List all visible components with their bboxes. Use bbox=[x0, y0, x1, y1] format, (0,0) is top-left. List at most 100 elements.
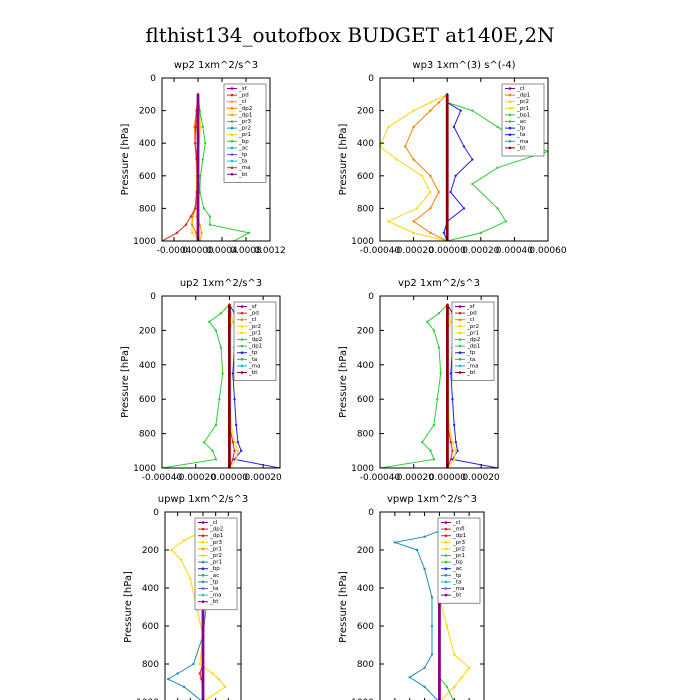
legend-label: _dp1 bbox=[452, 533, 466, 539]
legend-label: _pr1 bbox=[209, 546, 222, 552]
legend-marker bbox=[230, 133, 234, 136]
data-point bbox=[423, 535, 426, 538]
legend-label: _pr1 bbox=[238, 132, 251, 138]
data-point bbox=[423, 567, 426, 571]
data-point bbox=[462, 207, 466, 210]
y-tick-label: 200 bbox=[357, 546, 374, 556]
legend-label: _cl bbox=[452, 520, 461, 526]
y-axis-label: Pressure [hPa] bbox=[120, 124, 131, 196]
legend-marker bbox=[508, 126, 512, 130]
y-tick-label: 600 bbox=[139, 395, 156, 405]
legend-marker bbox=[458, 311, 462, 315]
plot-frame bbox=[161, 295, 281, 469]
legend-marker bbox=[230, 87, 234, 90]
legend-label: _dp2 bbox=[238, 106, 252, 112]
legend-label: _cl bbox=[466, 317, 475, 323]
legend-label: _dp1 bbox=[516, 93, 530, 99]
legend-label: _ma bbox=[452, 586, 464, 592]
chart-panel-2: wp3 1xm^(3) s^(-4) Pressure [hPa] 0 200 400 6… bbox=[338, 60, 567, 256]
data-point bbox=[412, 109, 415, 112]
data-point bbox=[190, 231, 194, 235]
legend-label: _dp2 bbox=[248, 337, 262, 343]
legend-marker bbox=[230, 113, 234, 117]
plot-frame bbox=[379, 295, 499, 469]
legend-label: _dp2 bbox=[466, 337, 480, 343]
data-point bbox=[437, 101, 440, 104]
y-tick-label: 800 bbox=[357, 204, 374, 214]
legend-label: _tp bbox=[248, 350, 258, 356]
legend-label: _pr3 bbox=[452, 540, 466, 546]
x-tick-label: 0.00000 bbox=[429, 246, 466, 256]
legend-marker bbox=[240, 331, 244, 335]
y-tick-label: 400 bbox=[357, 584, 374, 594]
data-point bbox=[432, 458, 436, 461]
data-point bbox=[198, 662, 202, 666]
data-point bbox=[387, 220, 390, 223]
data-point bbox=[214, 458, 218, 461]
legend-label: _ma bbox=[248, 363, 260, 369]
legend-label: _pr1 bbox=[452, 553, 465, 559]
legend-label: _ta bbox=[516, 132, 525, 138]
legend-marker bbox=[508, 146, 512, 150]
panel-title: wp3 1xm^(3) s^(-4) bbox=[412, 60, 515, 71]
y-tick-label: 1000 bbox=[351, 464, 374, 474]
legend-label: _mfl bbox=[452, 527, 465, 533]
data-point bbox=[437, 346, 441, 349]
legend-label: _bt bbox=[452, 593, 462, 599]
legend-label: _pr2 bbox=[466, 324, 479, 330]
legend-marker bbox=[508, 87, 512, 90]
data-point bbox=[221, 372, 224, 375]
data-point bbox=[504, 220, 508, 223]
data-point bbox=[471, 109, 474, 112]
legend-marker bbox=[240, 364, 244, 368]
data-point bbox=[430, 596, 434, 599]
x-tick-label: 0.0012 bbox=[254, 246, 286, 256]
legend-label: _ac bbox=[238, 145, 248, 151]
legend-marker bbox=[458, 344, 462, 348]
legend-marker bbox=[230, 93, 234, 97]
legend-label: _tp bbox=[452, 573, 462, 579]
y-tick-label: 600 bbox=[357, 622, 374, 632]
data-point bbox=[412, 220, 415, 223]
data-point bbox=[449, 190, 452, 194]
legend-marker bbox=[201, 527, 205, 531]
legend-marker bbox=[508, 107, 512, 110]
data-point bbox=[170, 548, 173, 552]
legend-label: _dp1 bbox=[209, 533, 223, 539]
x-tick-label: -0.00040 bbox=[360, 246, 401, 256]
legend-marker bbox=[508, 133, 512, 136]
legend-label: _bp bbox=[452, 560, 463, 566]
data-point bbox=[211, 672, 214, 675]
y-tick-label: 600 bbox=[357, 395, 374, 405]
data-point bbox=[412, 125, 415, 129]
data-point bbox=[231, 441, 234, 444]
legend-marker bbox=[458, 364, 462, 368]
data-point bbox=[429, 449, 432, 452]
data-point bbox=[247, 231, 251, 235]
y-tick-label: 0 bbox=[368, 508, 374, 518]
legend-marker bbox=[230, 146, 234, 150]
legend-label: _bt bbox=[248, 370, 258, 376]
y-tick-label: 400 bbox=[142, 584, 159, 594]
data-point bbox=[218, 398, 221, 401]
data-point bbox=[415, 548, 419, 552]
legend-marker bbox=[444, 560, 448, 564]
data-point bbox=[199, 174, 202, 177]
legend-marker bbox=[444, 547, 448, 551]
y-tick-label: 800 bbox=[139, 430, 156, 440]
data-point bbox=[449, 441, 452, 444]
data-point bbox=[429, 109, 432, 112]
legend-marker bbox=[240, 338, 244, 341]
legend-marker bbox=[458, 325, 462, 328]
legend-label: _pr2 bbox=[248, 324, 261, 330]
chart-panel-4: vp2 1xm^2/s^3 Pressure [hPa] 0 200 400 600 800… bbox=[338, 278, 500, 483]
legend-marker bbox=[444, 534, 448, 537]
data-point bbox=[432, 329, 436, 332]
data-point bbox=[193, 207, 197, 210]
legend-label: _pd bbox=[466, 311, 477, 317]
data-point bbox=[200, 231, 203, 235]
legend-label: _ma bbox=[209, 593, 221, 599]
data-point bbox=[208, 215, 212, 218]
legend-marker bbox=[240, 311, 244, 315]
legend-label: _dp1 bbox=[248, 344, 262, 350]
